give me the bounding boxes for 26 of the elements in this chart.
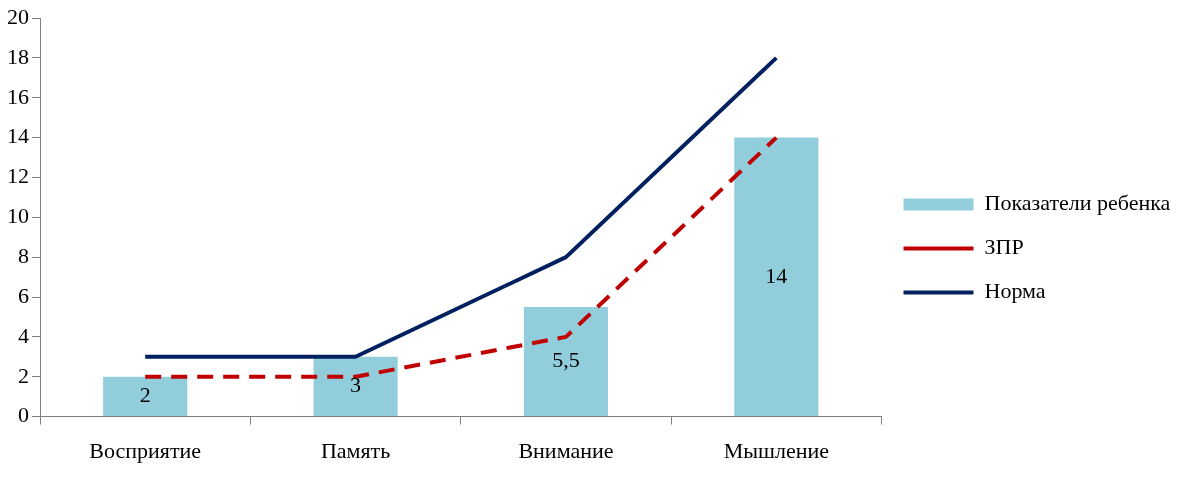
data-label: 5,5 bbox=[552, 347, 580, 373]
data-label: 3 bbox=[350, 372, 362, 398]
x-tick-label: Внимание bbox=[518, 437, 614, 463]
x-tick-label: Память bbox=[320, 437, 391, 463]
y-tick-label: 16 bbox=[7, 83, 29, 109]
bar bbox=[734, 137, 819, 417]
bar bbox=[103, 376, 188, 417]
x-tick-label: Восприятие bbox=[89, 437, 202, 463]
legend-label: Показатели ребенка bbox=[984, 190, 1171, 216]
bar bbox=[523, 306, 609, 417]
data-label: 2 bbox=[139, 382, 151, 408]
data-label: 14 bbox=[765, 262, 788, 288]
legend-label: Норма bbox=[984, 278, 1046, 304]
y-tick-label: 2 bbox=[18, 362, 29, 388]
x-tick-label: Мышление bbox=[723, 437, 829, 463]
y-tick-label: 12 bbox=[7, 163, 29, 189]
y-tick-label: 20 bbox=[7, 3, 29, 29]
y-tick-label: 0 bbox=[18, 402, 29, 428]
legend-label: ЗПР bbox=[984, 234, 1024, 260]
y-tick-label: 4 bbox=[18, 322, 29, 348]
y-tick-label: 8 bbox=[18, 242, 29, 268]
y-tick-label: 18 bbox=[7, 43, 29, 69]
bar bbox=[313, 356, 398, 417]
y-tick-label: 6 bbox=[18, 282, 29, 308]
y-tick-label: 10 bbox=[7, 203, 29, 229]
y-tick-label: 14 bbox=[7, 123, 29, 149]
